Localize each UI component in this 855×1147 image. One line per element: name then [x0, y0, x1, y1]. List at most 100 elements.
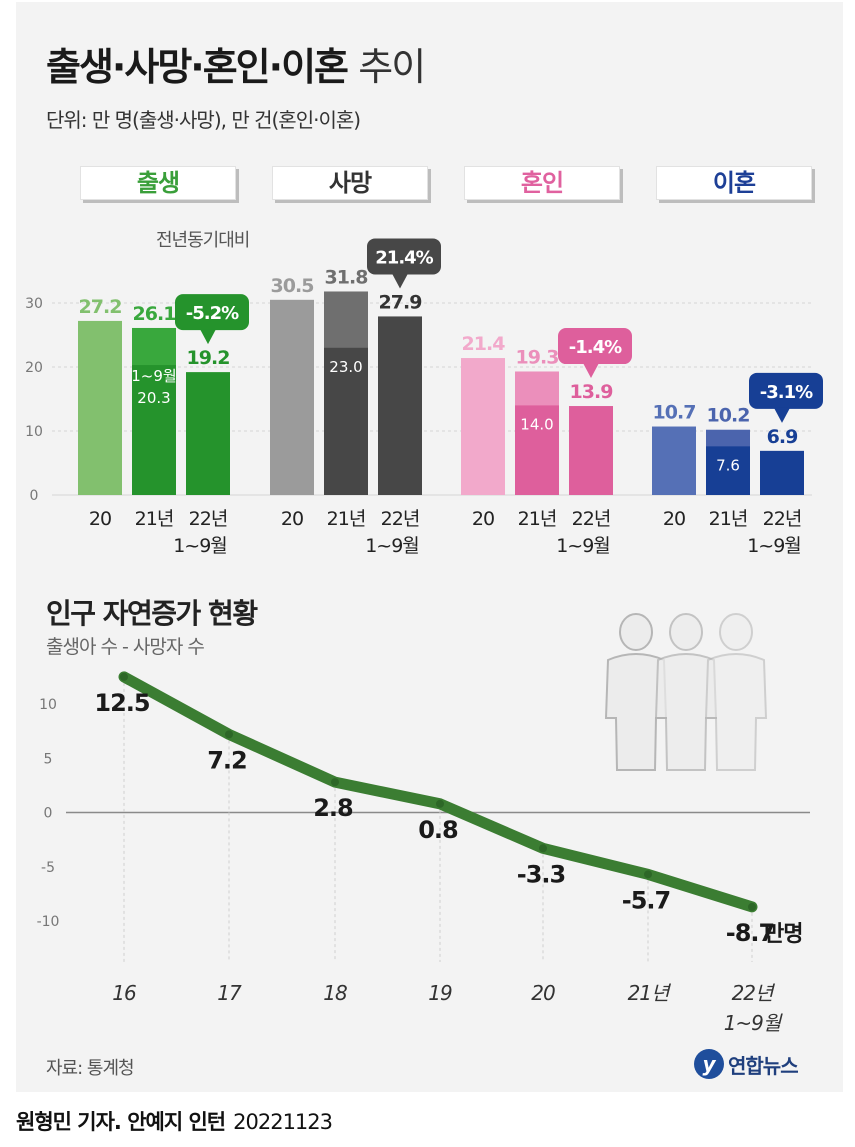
unit-note: 단위: 만 명(출생·사망), 만 건(혼인·이혼)	[46, 108, 361, 132]
x-category-label: 20	[281, 508, 303, 530]
yoy-bubble-사망	[367, 238, 441, 275]
x-tick-label: 20	[531, 981, 555, 1005]
y-tick-label: 10	[39, 697, 57, 713]
bar-jan-sep-prev-출생	[132, 365, 176, 495]
yoy-value: -1.4%	[569, 337, 622, 358]
title-suffix: 추이	[358, 45, 426, 89]
jan-sep-prev-value: 23.0	[329, 358, 362, 376]
bar-혼인-20	[461, 358, 505, 495]
data-value-label: 0.8	[418, 816, 458, 844]
x-category-label: 21년	[518, 508, 557, 530]
data-point	[539, 844, 547, 853]
x-tick-label: 18	[323, 981, 347, 1005]
data-value-label: -3.3	[517, 860, 565, 888]
person-figure-icon	[604, 613, 668, 771]
bar-이혼-22년	[760, 450, 804, 495]
data-point	[120, 672, 128, 681]
bar-value-label: 19.2	[187, 347, 230, 369]
y-tick-label: 10	[25, 424, 43, 440]
x-tick-label: 21년	[628, 981, 672, 1005]
y-tick-label: 30	[25, 296, 43, 312]
page-title: 출생·사망·혼인·이혼 추이	[46, 36, 426, 91]
natural-increase-subtitle: 출생아 수 - 사망자 수	[46, 636, 205, 658]
category-death-label: 사망	[272, 166, 428, 200]
credit-line: 원형민 기자. 안예지 인턴 20221123	[16, 1106, 333, 1136]
x-tick-label: 17	[217, 981, 242, 1005]
bar-이혼-20	[652, 426, 696, 495]
bar-value-label: 10.2	[707, 405, 750, 427]
x-category-label: 22년	[763, 508, 802, 530]
x-category-sublabel: 1~9월	[556, 535, 610, 557]
x-tick-label: 19	[428, 981, 452, 1005]
data-value-label: -5.7	[622, 886, 670, 914]
bar-chart: 0 10 20 30 27.2 26.1 19.2 20.3 1~9월 20 21년 22년 1~9월 -…	[25, 238, 823, 557]
yoy-value: 21.4%	[375, 247, 433, 268]
x-category-label: 21년	[327, 508, 366, 530]
x-category-label: 22년	[572, 508, 611, 530]
bar-사망-22년	[378, 316, 422, 495]
logo-text: 연합뉴스	[728, 1053, 799, 1078]
jan-sep-label: 1~9월	[131, 367, 176, 385]
y-tick-label: -5	[41, 860, 55, 876]
data-point	[331, 778, 339, 787]
data-value-label: 12.5	[94, 689, 150, 717]
x-category-label: 22년	[381, 508, 420, 530]
yoy-bubble-pointer	[583, 363, 599, 379]
x-category-label: 20	[472, 508, 494, 530]
x-tick-sublabel: 1~9월	[724, 1011, 783, 1035]
natural-increase-title: 인구 자연증가 현황	[46, 597, 258, 630]
bar-출생-22년	[186, 372, 230, 495]
yoy-bubble-pointer	[774, 407, 790, 423]
credit-author: 원형민 기자. 안예지 인턴	[16, 1110, 226, 1134]
data-value-label: 2.8	[313, 794, 353, 822]
data-point	[436, 799, 444, 808]
data-point	[644, 870, 652, 879]
natural-increase-line	[118, 671, 758, 913]
bar-value-label: 27.2	[79, 296, 122, 318]
bar-jan-sep-prev-혼인	[515, 405, 559, 495]
y-tick-label: 5	[44, 751, 53, 767]
category-birth-label: 출생	[80, 166, 236, 200]
x-category-sublabel: 1~9월	[365, 535, 419, 557]
category-divorce-label: 이혼	[656, 166, 812, 200]
yoy-caption: 전년동기대비	[156, 230, 250, 251]
data-point	[748, 902, 756, 911]
y-tick-label: 0	[30, 488, 39, 504]
x-category-sublabel: 1~9월	[747, 535, 801, 557]
bar-value-label: 26.1	[133, 303, 176, 325]
y-tick-label: 20	[25, 360, 43, 376]
bar-value-label: 6.9	[767, 426, 798, 448]
data-value-label: -8.7	[726, 919, 774, 947]
x-category-label: 21년	[709, 508, 748, 530]
bar-value-label: 10.7	[653, 402, 696, 424]
yoy-bubble-pointer	[392, 273, 408, 289]
bar-value-label: 27.9	[379, 291, 422, 313]
bar-혼인-22년	[569, 406, 613, 495]
y-tick-label: -10	[37, 914, 60, 930]
yoy-bubble-혼인	[558, 328, 632, 365]
yoy-bubble-출생	[175, 294, 249, 331]
category-marriage-label: 혼인	[464, 166, 620, 200]
publisher-logo: y 연합뉴스	[694, 1046, 799, 1082]
bar-jan-sep-prev-사망	[324, 347, 368, 495]
title-main: 출생·사망·혼인·이혼	[46, 45, 349, 89]
yoy-value: -3.1%	[760, 382, 813, 403]
bar-사망-20	[270, 299, 314, 495]
bar-value-label: 31.8	[325, 266, 369, 288]
credit-date: 20221123	[233, 1110, 333, 1134]
jan-sep-prev-value: 14.0	[520, 415, 553, 433]
logo-mark: y	[694, 1049, 724, 1079]
person-figure-icon	[704, 613, 768, 771]
jan-sep-prev-value: 7.6	[716, 456, 740, 474]
jan-sep-prev-value: 20.3	[137, 389, 170, 407]
bar-value-label: 21.4	[462, 333, 506, 355]
source-note: 자료: 통계청	[46, 1058, 135, 1079]
x-tick-label: 16	[112, 981, 136, 1005]
x-category-sublabel: 1~9월	[173, 535, 227, 557]
x-category-label: 21년	[135, 508, 174, 530]
bar-jan-sep-prev-이혼	[706, 446, 750, 495]
bar-value-label: 13.9	[570, 381, 613, 403]
yoy-bubble-이혼	[749, 372, 823, 409]
